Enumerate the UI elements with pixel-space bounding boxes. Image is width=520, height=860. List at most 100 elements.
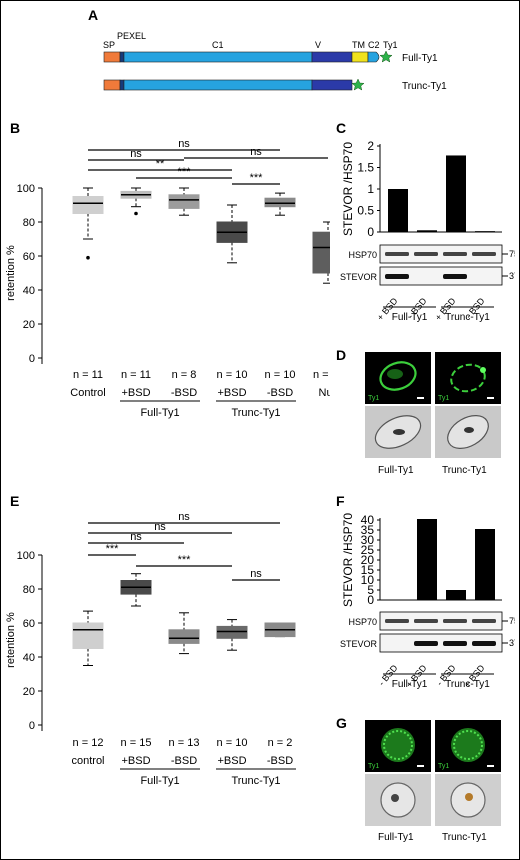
y-tick-label: 0	[367, 593, 374, 607]
marker-label: 37kDa	[509, 638, 515, 648]
ty1-tag-label: Ty1	[368, 763, 379, 770]
group-label: Full-Ty1	[392, 312, 428, 323]
group-label: Full-Ty1	[140, 407, 179, 419]
y-tick-label: 10	[361, 573, 375, 587]
significance-label: ***	[106, 543, 120, 555]
microscopy-images-g: Ty1 Ty1 Full-Ty1 Trunc-Ty1	[365, 720, 501, 843]
caption-trunc-ty1: Trunc-Ty1	[442, 465, 487, 476]
y-axis-label: retention %	[5, 612, 17, 668]
retention-boxplot-e: retention % 0 20 40 60 80 100 n = 12 control n = …	[5, 511, 296, 787]
fluorescence-image	[435, 352, 501, 404]
caption-full-ty1: Full-Ty1	[378, 832, 414, 843]
y-tick-label: 100	[17, 183, 35, 195]
hsp70-band	[443, 252, 467, 256]
caption-full-ty1: Full-Ty1	[378, 465, 414, 476]
category-label: -BSD	[171, 755, 197, 767]
blot-label-stevor: STEVOR	[340, 272, 377, 282]
n-label: n = 12	[73, 737, 104, 749]
ty1-tag-star-icon	[351, 78, 365, 91]
y-axis-label: STEVOR /HSP70	[341, 142, 355, 236]
box-iqr	[264, 197, 296, 208]
cell-signal	[383, 730, 413, 760]
blot-label-hsp70: HSP70	[348, 250, 377, 260]
v-domain	[311, 79, 353, 91]
cell-pigment	[464, 427, 474, 433]
sp-domain	[103, 51, 121, 63]
y-tick-label: 0	[29, 720, 35, 732]
stevor-band	[385, 274, 409, 279]
cell-pigment	[391, 794, 399, 802]
panel-letter-b: B	[10, 120, 21, 136]
y-tick-label: 20	[23, 319, 35, 331]
significance-label: ***	[250, 172, 264, 184]
n-label: n = 11	[73, 369, 103, 381]
scale-bar	[417, 397, 424, 399]
stevor-band	[472, 641, 496, 646]
significance-label: ns	[178, 138, 190, 150]
category-label: -BSD	[267, 755, 293, 767]
y-tick-label: 100	[17, 550, 35, 562]
panel-letter-g: G	[336, 715, 347, 731]
y-tick-label: 20	[361, 553, 375, 567]
ty1-tag-star-icon	[379, 50, 393, 63]
y-tick-label: 20	[23, 686, 35, 698]
bar	[446, 590, 466, 600]
hsp70-band	[385, 619, 409, 623]
bar	[388, 600, 408, 601]
y-tick-label: 15	[361, 563, 375, 577]
stevor-band	[443, 274, 467, 279]
domain-label-c2: C2	[368, 40, 380, 50]
y-tick-label: 1.5	[357, 161, 374, 175]
c1-domain	[123, 51, 313, 63]
scale-bar	[487, 397, 494, 399]
y-tick-label: 80	[23, 584, 35, 596]
ty1-tag-label: Ty1	[368, 395, 379, 402]
box-iqr	[72, 196, 104, 214]
y-tick-label: 60	[23, 251, 35, 263]
significance-label: ***	[178, 166, 192, 178]
category-label: Control	[70, 387, 105, 399]
stevor-hsp70-chart-c: STEVOR /HSP70 0 0.5 1 1.5 2 HSP70 75kDa STEVOR 37…	[340, 139, 515, 323]
hsp70-band	[472, 619, 496, 623]
group-label: Trunc-Ty1	[231, 407, 280, 419]
n-label: n = 2	[268, 737, 293, 749]
stevor-band	[443, 641, 467, 646]
significance-label: ns	[250, 146, 262, 158]
bar	[417, 230, 437, 232]
bar	[417, 519, 437, 600]
hsp70-band	[385, 252, 409, 256]
y-tick-label: 1	[367, 182, 374, 196]
y-axis-label: STEVOR /HSP70	[341, 513, 355, 607]
domain-label-sp: SP	[103, 40, 115, 50]
construct-trunc-ty1: Trunc-Ty1	[103, 78, 447, 92]
cell-signal	[450, 363, 486, 393]
construct-full-ty1: Full-Ty1	[103, 50, 438, 64]
significance-label: ns	[130, 531, 142, 543]
panel-letter-d: D	[336, 347, 347, 363]
significance-label: **	[156, 158, 165, 170]
n-label: n = 10	[217, 737, 248, 749]
pexel-motif	[119, 51, 125, 63]
category-label: +BSD	[217, 387, 246, 399]
domain-label-c1: C1	[212, 40, 224, 50]
group-label: Trunc-Ty1	[445, 679, 490, 690]
ty1-tag-label: Ty1	[438, 763, 449, 770]
bar	[446, 155, 466, 232]
panel-letter-f: F	[336, 493, 345, 509]
panel-letter-e: E	[10, 493, 20, 509]
domain-label-pexel: PEXEL	[117, 31, 146, 41]
construct-label-trunc-ty1: Trunc-Ty1	[402, 81, 447, 92]
group-label: Trunc-Ty1	[231, 775, 280, 787]
box-iqr	[72, 622, 104, 649]
pexel-motif	[119, 79, 125, 91]
y-tick-label: 2	[367, 139, 374, 153]
marker-label: 75kDa	[509, 616, 515, 626]
category-label: control	[71, 755, 104, 767]
group-label: Full-Ty1	[140, 775, 179, 787]
marker-label: 75kDa	[509, 249, 515, 259]
y-tick-label: 30	[361, 533, 375, 547]
c1-domain	[123, 79, 313, 91]
box-iqr	[216, 625, 248, 639]
microscopy-images-d: Ty1 Ty1 Full-Ty1 Trunc-Ty1	[365, 352, 501, 476]
hsp70-band	[414, 619, 438, 623]
